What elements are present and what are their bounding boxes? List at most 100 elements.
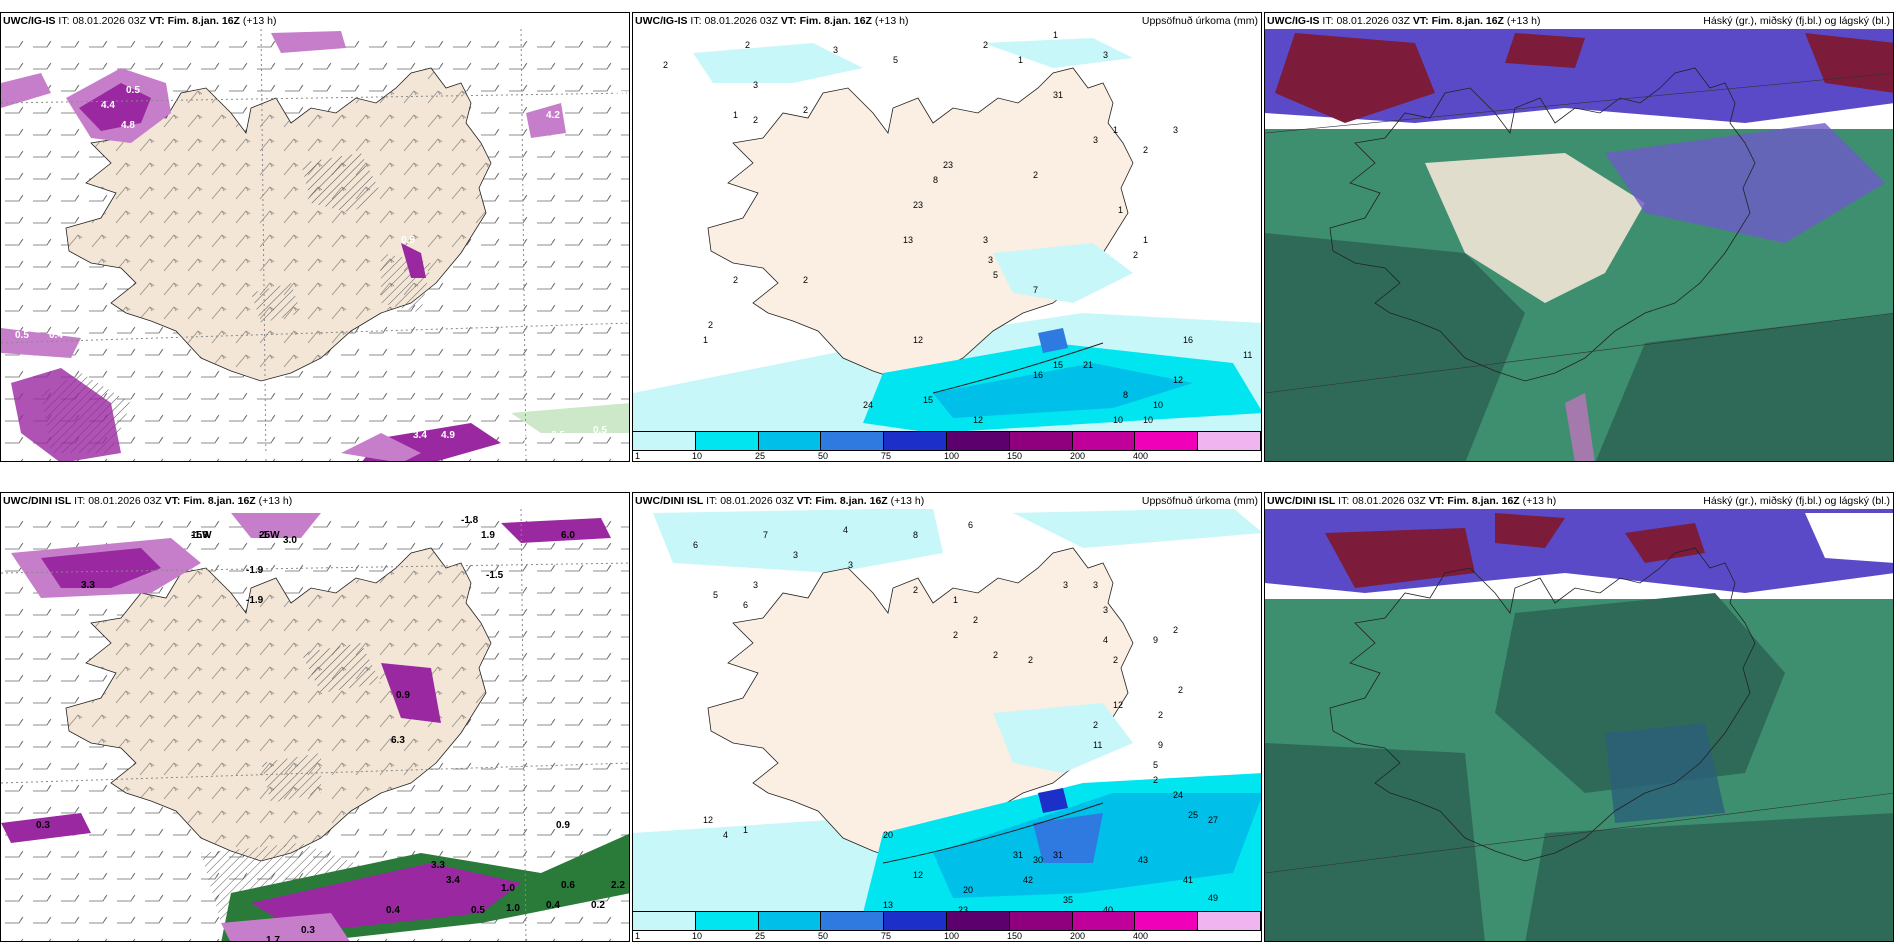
map-value-label: 3 xyxy=(988,255,993,265)
map-value-label: 0.5 xyxy=(401,235,415,246)
map-value-label: 1.0 xyxy=(506,903,520,914)
map-value-label: 2 xyxy=(708,320,713,330)
map-value-label: 3 xyxy=(848,560,853,570)
map-value-label: 20 xyxy=(963,885,973,895)
map-value-label: 3 xyxy=(1103,605,1108,615)
colorbar-segment xyxy=(695,912,759,930)
map-value-label: 3.3 xyxy=(431,860,445,871)
map-value-label: 41 xyxy=(1183,875,1193,885)
map-value-label: 30 xyxy=(1033,855,1043,865)
colorbar-segment xyxy=(1198,432,1261,450)
panel-dini-precip: UWC/DINI ISL IT: 08.01.2026 03Z VT: Fim.… xyxy=(632,492,1262,942)
map-value-label: 15 xyxy=(1053,360,1063,370)
colorbar-segment xyxy=(884,912,947,930)
precip-colorbar: 1 10 25 50 75 100 150 200 400 xyxy=(633,911,1261,941)
map-value-label: 2 xyxy=(753,115,758,125)
map-value-label: 2 xyxy=(1033,170,1038,180)
map-value-label: 10 xyxy=(1113,415,1123,425)
panel-header: UWC/IG-IS IT: 08.01.2026 03Z VT: Fim. 8.… xyxy=(1265,13,1893,29)
colorbar-segment xyxy=(1198,912,1261,930)
map-value-label: 23 xyxy=(943,160,953,170)
map-value-label: 20 xyxy=(883,830,893,840)
map-value-label: 3 xyxy=(1093,135,1098,145)
map-value-label: 1.0 xyxy=(501,883,515,894)
map-value-label: 3 xyxy=(753,580,758,590)
map-canvas[interactable] xyxy=(1265,13,1894,462)
map-value-label: 0.5 xyxy=(15,330,29,341)
colorbar-segment xyxy=(1135,912,1199,930)
map-value-label: 0.5 xyxy=(471,905,485,916)
map-value-label: 2 xyxy=(1093,720,1098,730)
field-title: Uppsöfnuð úrkoma (mm) xyxy=(1141,15,1258,27)
map-canvas[interactable] xyxy=(1265,493,1894,942)
map-value-label: 7 xyxy=(763,530,768,540)
field-title: Uppsöfnuð úrkoma (mm) xyxy=(1141,495,1258,507)
colorbar-tick-label: 200 xyxy=(1070,931,1086,941)
map-value-label: 2 xyxy=(913,585,918,595)
map-canvas[interactable]: -1.9 -1 3.0 -1.8 -1.9 1.9 6.0 -1.5 -1.9 3.3 0.9 0.3… xyxy=(1,493,630,942)
map-value-label: 2 xyxy=(983,40,988,50)
map-value-label: 16 xyxy=(1183,335,1193,345)
colorbar-segment xyxy=(1072,432,1136,450)
map-value-label: -1.9 xyxy=(191,530,209,541)
map-value-label: 0.4 xyxy=(546,900,560,911)
map-value-label: 12 xyxy=(1113,700,1123,710)
field-title: Háský (gr.), miðský (fj.bl.) og lágský (… xyxy=(1703,15,1890,27)
colorbar-tick-label: 50 xyxy=(818,451,829,461)
map-value-label: 0.5 xyxy=(593,425,607,436)
panel-header: UWC/IG-IS IT: 08.01.2026 03Z VT: Fim. 8.… xyxy=(1,13,629,29)
map-value-label: 23 xyxy=(913,200,923,210)
panel-header: UWC/DINI ISL IT: 08.01.2026 03Z VT: Fim.… xyxy=(633,493,1261,509)
panel-dini-clouds: UWC/DINI ISL IT: 08.01.2026 03Z VT: Fim.… xyxy=(1264,492,1894,942)
colorbar-tick-label: 400 xyxy=(1133,451,1149,461)
colorbar-segment xyxy=(633,432,696,450)
map-value-label: 3.4 xyxy=(413,430,427,441)
map-value-label: 2 xyxy=(953,630,958,640)
map-value-label: 1 xyxy=(703,335,708,345)
map-value-label: 27 xyxy=(1208,815,1218,825)
map-value-label: 25W xyxy=(259,530,280,541)
map-value-label: 0.9 xyxy=(556,820,570,831)
map-value-label: 0.5 xyxy=(126,85,140,96)
map-value-label: 0.2 xyxy=(591,900,605,911)
map-value-label: 0.5 xyxy=(551,430,565,441)
map-value-label: 0.3 xyxy=(36,820,50,831)
colorbar-tick-label: 1 xyxy=(635,451,641,461)
map-value-label: 2 xyxy=(1113,655,1118,665)
precip-colorbar: 1 10 25 50 75 100 150 200 400 xyxy=(633,431,1261,461)
colorbar-segment xyxy=(821,432,885,450)
colorbar-segment xyxy=(884,432,947,450)
map-value-label: 12 xyxy=(913,335,923,345)
map-value-label: 6 xyxy=(968,520,973,530)
map-value-label: 2 xyxy=(993,650,998,660)
map-value-label: 1.9 xyxy=(481,530,495,541)
map-value-label: 15 xyxy=(923,395,933,405)
map-value-label: 16 xyxy=(1033,370,1043,380)
map-value-label: 2 xyxy=(733,275,738,285)
map-value-label: 4 xyxy=(843,525,848,535)
colorbar-tick-label: 10 xyxy=(692,451,703,461)
map-value-label: 3 xyxy=(793,550,798,560)
map-value-label: 4 xyxy=(723,830,728,840)
map-value-label: 3 xyxy=(833,45,838,55)
colorbar-segment xyxy=(758,912,822,930)
map-value-label: 1 xyxy=(1113,125,1118,135)
map-value-label: 2 xyxy=(1143,145,1148,155)
colorbar-segment xyxy=(821,912,885,930)
map-value-label: 4.2 xyxy=(546,110,560,121)
colorbar-tick-label: 75 xyxy=(881,451,892,461)
map-canvas[interactable]: 0.5 0.4 3.4 4.9 0.5 0.5 0.5 4.4 0.5 4.8 4.2 0.5 20W 1… xyxy=(1,13,630,462)
map-value-label: 6.0 xyxy=(561,530,575,541)
panel-igis-clouds: UWC/IG-IS IT: 08.01.2026 03Z VT: Fim. 8.… xyxy=(1264,12,1894,462)
map-value-label: 13 xyxy=(903,235,913,245)
colorbar-tick-label: 150 xyxy=(1007,451,1023,461)
panel-igis-wind: UWC/IG-IS IT: 08.01.2026 03Z VT: Fim. 8.… xyxy=(0,12,630,462)
map-value-label: 3 xyxy=(753,80,758,90)
map-value-label: 3.4 xyxy=(446,875,460,886)
colorbar-tick-label: 150 xyxy=(1007,931,1023,941)
map-value-label: 0.5 xyxy=(523,433,537,444)
colorbar-tick-label: 100 xyxy=(944,931,960,941)
field-title: Háský (gr.), miðský (fj.bl.) og lágský (… xyxy=(1703,495,1890,507)
